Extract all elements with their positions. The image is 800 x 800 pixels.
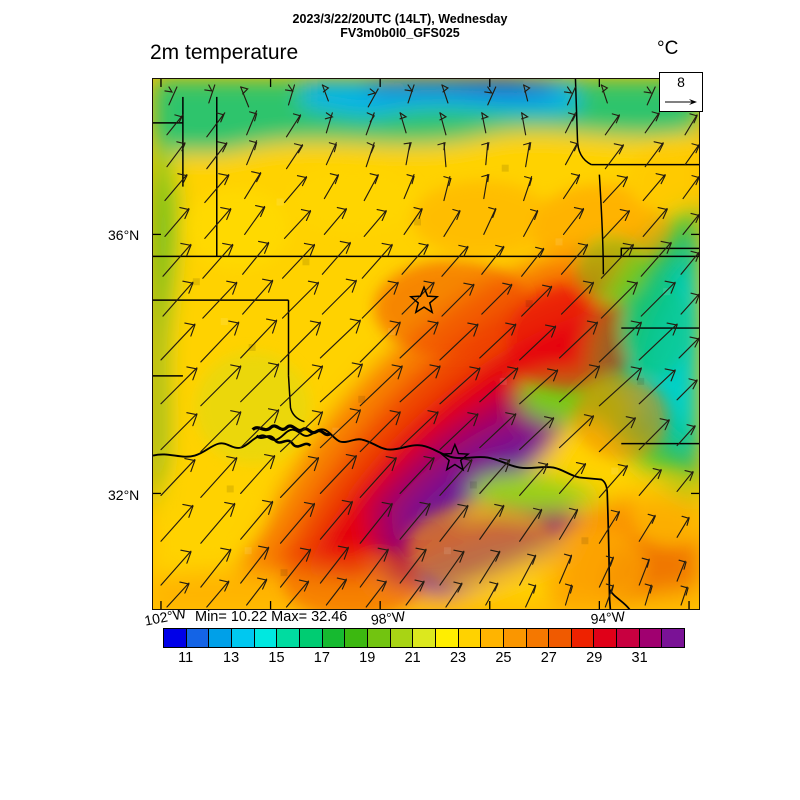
lon-tick-98w: 98°W [370, 607, 407, 628]
datetime-title: 2023/3/22/20UTC (14LT), Wednesday [292, 12, 508, 26]
unit-label: °C [657, 38, 679, 59]
eastern-river-border [579, 476, 631, 609]
colorbar-cell [186, 629, 210, 647]
colorbar-cell [254, 629, 278, 647]
colorbar-tick-label: 13 [223, 650, 240, 666]
colorbar-cell [435, 629, 459, 647]
colorbar-cell [164, 629, 187, 647]
colorbar-cell [390, 629, 414, 647]
station-markers [408, 285, 470, 472]
station-star-north [408, 285, 440, 314]
minmax-stats: Min= 10.22 Max= 32.46 [195, 609, 348, 625]
lon-tick-94w: 94°W [590, 608, 626, 627]
wind-scale-legend: 8 [659, 72, 703, 112]
colorbar-cell [662, 629, 685, 647]
colorbar-tick-label: 31 [631, 650, 648, 666]
colorbar-tick-label: 29 [586, 650, 603, 666]
lat-tick-32n: 32°N [108, 487, 140, 503]
station-star-south [439, 442, 470, 472]
colorbar-cell [526, 629, 550, 647]
wind-vector-arrow-icon [665, 99, 697, 105]
wind-scale-value: 8 [677, 74, 685, 90]
title-block: 2023/3/22/20UTC (14LT), Wednesday FV3m0b… [0, 12, 800, 40]
colorbar-ticks: 11 13 15 17 19 21 23 25 27 29 31 [163, 650, 685, 668]
model-title: FV3m0b0I0_GFS025 [340, 26, 460, 40]
colorbar-cell [299, 629, 323, 647]
variable-title: 2m temperature [150, 41, 299, 64]
colorbar-cell [549, 629, 572, 647]
colorbar-cell [639, 629, 663, 647]
colorbar-cell [322, 629, 346, 647]
colorbar-tick-label: 17 [313, 650, 330, 666]
colorbar-tick-label: 11 [178, 650, 194, 666]
temperature-field [153, 79, 699, 609]
wind-vector-field [160, 84, 699, 608]
colorbar-cell [503, 629, 527, 647]
colorbar-tick-label: 19 [359, 650, 376, 666]
colorbar-tick-label: 25 [495, 650, 512, 666]
colorbar-tick-label: 23 [449, 650, 467, 666]
colorbar-tick-label: 21 [404, 650, 421, 666]
colorbar-cell [458, 629, 482, 647]
colorbar-cell [594, 629, 618, 647]
lat-tick-36n: 36°N [108, 227, 140, 243]
colorbar-cell [413, 629, 436, 647]
colorbar-cell [209, 629, 232, 647]
map-frame[interactable] [152, 78, 700, 610]
colorbar-tick-label: 15 [268, 650, 285, 666]
colorbar-cell [277, 629, 300, 647]
colorbar-cell [571, 629, 595, 647]
colorbar-cell [481, 629, 504, 647]
colorbar-cell [345, 629, 368, 647]
colorbar-cell [617, 629, 640, 647]
colorbar-cell [231, 629, 255, 647]
colorbar-cell [367, 629, 391, 647]
colorbar-tick-label: 27 [540, 650, 557, 666]
colorbar[interactable] [163, 628, 685, 648]
